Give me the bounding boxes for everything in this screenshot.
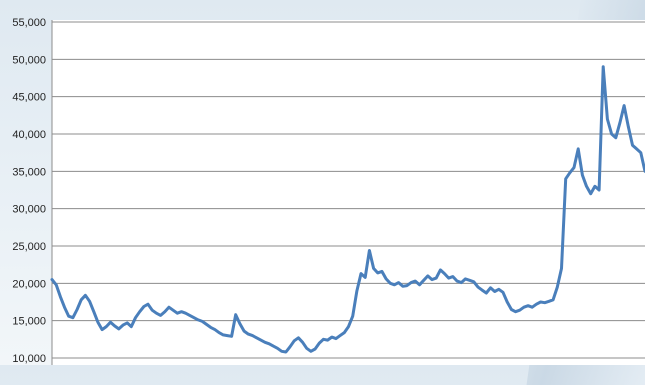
y-tick-label: 15,000 bbox=[12, 316, 46, 328]
y-tick-label: 45,000 bbox=[12, 92, 46, 104]
y-tick-label: 20,000 bbox=[12, 278, 46, 290]
plot-area bbox=[52, 20, 645, 365]
y-tick-label: 35,000 bbox=[12, 166, 46, 178]
y-axis-tick-labels: 55,000 50,000 45,000 40,000 35,000 30,000 25,0… bbox=[12, 17, 46, 365]
gridlines bbox=[52, 21, 645, 359]
y-tick-label: 30,000 bbox=[12, 204, 46, 216]
y-tick-label: 50,000 bbox=[12, 54, 46, 66]
line-chart: 55,000 50,000 45,000 40,000 35,000 30,000 25,0… bbox=[12, 17, 645, 365]
series-line-0 bbox=[50, 65, 645, 354]
chart: 55,000 50,000 45,000 40,000 35,000 30,000 25,0… bbox=[12, 0, 645, 385]
y-tick-label: 40,000 bbox=[12, 129, 46, 141]
series-group bbox=[50, 65, 645, 354]
y-tick-label: 25,000 bbox=[12, 241, 46, 253]
y-tick-label: 10,000 bbox=[12, 353, 46, 365]
y-tick-label: 55,000 bbox=[12, 17, 46, 29]
